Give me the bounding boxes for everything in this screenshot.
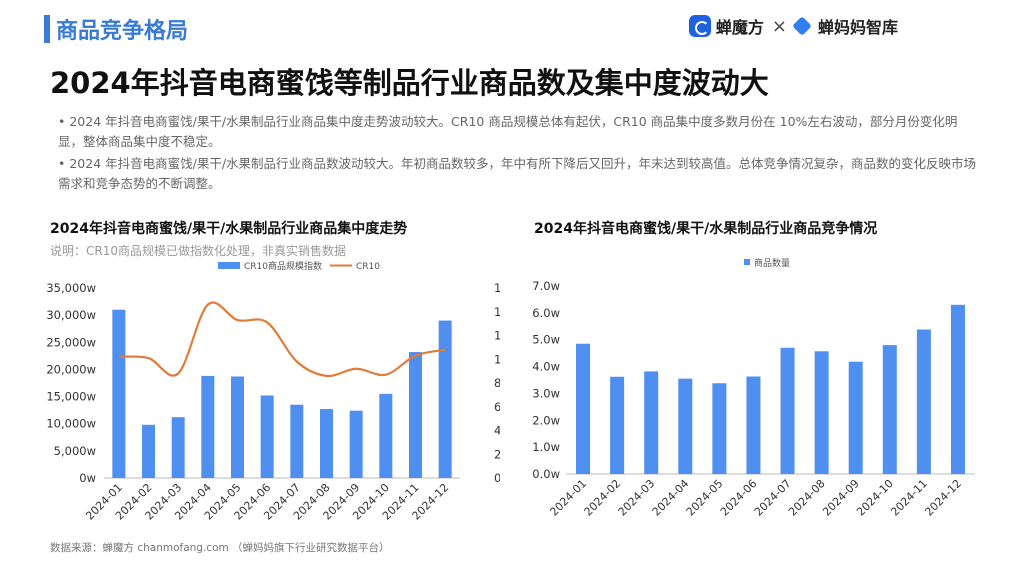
legend-swatch-cr10-index [218,262,240,269]
chart1-note: 说明：CR10商品规模已做指数化处理，非真实销售数据 [50,244,346,258]
y-axis-tick-label: 1.0w [532,440,560,454]
x-axis-tick-label: 2024-07 [752,477,794,519]
left-axis-tick-label: 25,000w [46,335,96,349]
bar-cr10-index [201,375,215,478]
section-accent-bar [44,15,50,43]
logo-chanmofang: 蝉魔方 [715,18,764,37]
y-axis-tick-label: 3.0w [532,386,560,400]
bar-cr10-index [171,417,185,478]
competition-chart: 商品数量 0.0w 1.0w 2.0w 3.0w 4.0w 5.0w 6.0w 7.0w 2024… [532,257,975,519]
brand-logos: 蝉魔方 × 蝉妈妈智库 [688,14,898,38]
left-axis-tick-label: 15,000w [46,390,96,404]
logo-separator: × [771,15,787,37]
x-axis-tick-label: 2024-06 [718,477,760,519]
right-axis-tick-label: 6% [494,400,500,414]
bar-product-count [848,361,863,474]
bullet-concentration: • 2024 年抖音电商蜜饯/果干/水果制品行业商品集中度走势波动较大。CR10… [58,114,958,149]
bar-cr10-index [112,309,126,478]
bar-product-count [916,329,931,474]
chart2-title: 2024年抖音电商蜜饯/果干/水果制品行业商品竞争情况 [534,221,878,237]
left-axis-tick-label: 30,000w [46,308,96,322]
legend-label-product-count: 商品数量 [754,257,790,269]
section-tag: 商品竞争格局 [44,14,188,44]
data-source-footer: 数据来源：蝉魔方 chanmofang.com （蝉妈妈旗下行业研究数据平台） [50,542,390,554]
right-axis-tick-label: 12% [494,329,500,343]
bar-product-count [882,345,897,474]
bar-product-count [746,376,761,474]
chanmofang-logo-icon [688,15,711,37]
y-axis-tick-label: 0.0w [532,467,560,481]
y-axis-tick-label: 6.0w [532,306,560,320]
left-axis-tick-label: 10,000w [46,417,96,431]
right-axis-tick-label: 4% [494,424,500,438]
legend-swatch-product-count [744,259,750,265]
legend-label-cr10-index: CR10商品规模指数 [244,260,322,272]
right-axis-tick-label: 16% [494,281,500,295]
logo-chanmama-zhiku: 蝉妈妈智库 [817,18,898,37]
y-axis-tick-label: 7.0w [532,279,560,293]
bar-product-count [610,376,625,474]
summary-bullets: • 2024 年抖音电商蜜饯/果干/水果制品行业商品集中度走势波动较大。CR10… [58,112,978,196]
legend-label-cr10: CR10 [356,262,380,272]
y-axis-tick-label: 2.0w [532,413,560,427]
bar-product-count [712,383,727,474]
y-axis-tick-label: 4.0w [532,360,560,374]
right-axis-tick-label: 10% [494,352,500,366]
y-axis-tick-label: 5.0w [532,333,560,347]
bar-product-count [950,304,965,474]
bar-cr10-index [260,395,274,478]
bar-product-count [814,351,829,474]
section-title: 商品竞争格局 [56,19,189,44]
right-axis-tick-label: 8% [494,376,500,390]
x-axis-tick-label: 2024-12 [922,477,964,519]
right-axis-tick-label: 14% [494,305,500,319]
bar-cr10-index [349,410,363,478]
chanmama-logo-icon [792,16,812,36]
concentration-chart: CR10商品规模指数 CR10 0w 5,000w 10,000w 15,000w 20,0… [46,260,500,523]
bar-cr10-index [320,409,333,478]
bar-product-count [576,343,591,474]
x-axis-tick-label: 2024-08 [786,477,828,519]
bar-cr10-index [409,352,422,478]
bar-product-count [678,378,693,474]
right-axis-tick-label: 0% [494,471,500,485]
left-axis-tick-label: 0w [79,471,96,485]
x-axis-tick-label: 2024-09 [820,477,862,519]
page-headline: 2024年抖音电商蜜饯等制品行业商品数及集中度波动大 [50,66,769,100]
x-axis-tick-label: 2024-05 [684,477,726,519]
bar-cr10-index [142,424,155,478]
left-axis-tick-label: 5,000w [54,444,96,458]
x-axis-tick-label: 2024-03 [616,477,658,519]
bar-cr10-index [379,393,393,478]
chart1-title: 2024年抖音电商蜜饯/果干/水果制品行业商品集中度走势 [50,221,408,237]
x-axis-tick-label: 2024-10 [854,477,896,519]
right-axis-tick-label: 2% [494,447,500,461]
bar-cr10-index [290,404,304,478]
x-axis-tick-label: 2024-01 [547,477,589,519]
x-axis-tick-label: 2024-04 [650,477,692,519]
left-axis-tick-label: 35,000w [46,281,96,295]
x-axis-tick-label: 2024-02 [582,477,624,519]
bar-product-count [644,371,659,474]
bar-cr10-index [231,376,244,478]
x-axis-tick-label: 2024-11 [888,477,930,519]
bullet-product-count: • 2024 年抖音电商蜜饯/果干/水果制品行业商品数波动较大。年初商品数较多，… [58,156,977,191]
left-axis-tick-label: 20,000w [46,362,96,376]
line-cr10 [118,301,446,378]
bar-product-count [780,347,795,474]
bar-cr10-index [438,320,452,478]
